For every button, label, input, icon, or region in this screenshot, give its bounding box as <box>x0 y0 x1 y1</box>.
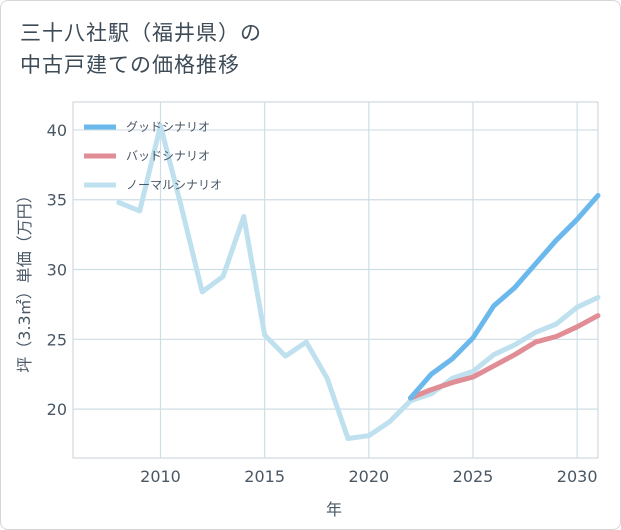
series-lines <box>116 123 601 441</box>
x-tick-label-2025: 2025 <box>453 467 494 486</box>
legend-label-0: グッドシナリオ <box>126 120 210 134</box>
series-line-1 <box>408 313 601 401</box>
grid-lines <box>73 102 598 458</box>
chart-title-line-1: 三十八社駅（福井県）の <box>20 21 262 45</box>
legend-label-2: ノーマルシナリオ <box>126 178 222 192</box>
x-tick-label-2010: 2010 <box>140 467 181 486</box>
legend-label-1: バッドシナリオ <box>126 149 210 163</box>
x-axis-title: 年 <box>326 500 342 519</box>
y-tick-label-35: 35 <box>47 191 67 210</box>
chart-title: 三十八社駅（福井県）の 中古戸建ての価格推移 <box>20 17 262 81</box>
y-tick-label-20: 20 <box>47 400 67 419</box>
x-tick-labels: 2010 2015 2020 2025 2030 <box>140 467 597 486</box>
y-axis-title: 坪（3.3㎡）単価（万円） <box>15 187 34 372</box>
y-tick-label-40: 40 <box>47 121 67 140</box>
y-tick-labels: 20 25 30 35 40 <box>47 121 67 419</box>
series-line-2 <box>116 123 601 441</box>
chart-title-line-2: 中古戸建ての価格推移 <box>20 53 240 77</box>
x-tick-label-2020: 2020 <box>348 467 389 486</box>
x-tick-label-2030: 2030 <box>557 467 598 486</box>
y-tick-label-30: 30 <box>47 261 67 280</box>
y-tick-label-25: 25 <box>47 330 67 349</box>
x-tick-label-2015: 2015 <box>244 467 285 486</box>
series-line-0 <box>408 193 601 401</box>
